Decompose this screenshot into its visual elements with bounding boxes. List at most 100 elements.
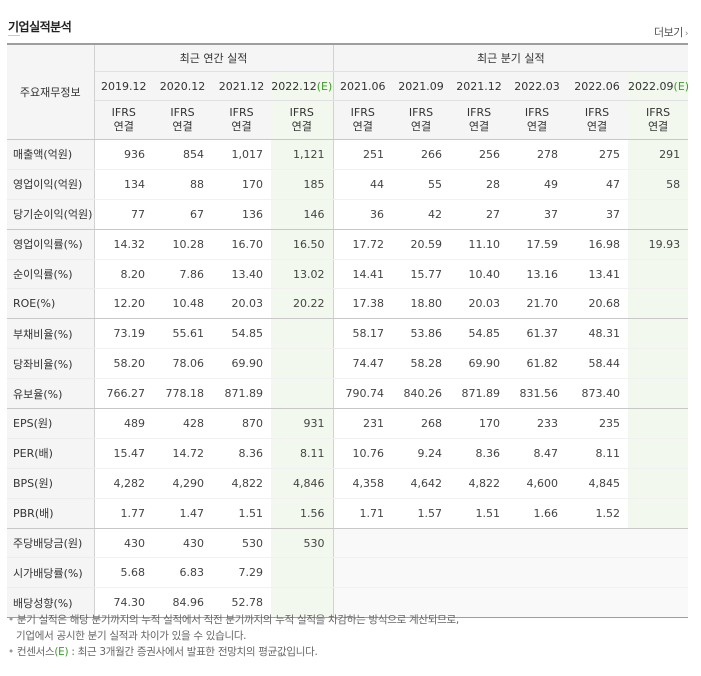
cell-annual: [271, 318, 334, 350]
cell-quarter: [450, 557, 509, 589]
row-label: 주당배당금(원): [7, 528, 95, 559]
cell-quarter: [508, 587, 567, 619]
cell-annual: 185: [271, 169, 334, 200]
cell-quarter: 20.68: [566, 288, 629, 320]
cell-annual: 67: [153, 199, 212, 230]
cell-annual: [271, 378, 334, 410]
table-row: PBR(배) 1.77 1.47 1.51 1.56 1.71 1.57 1.51 1.66 1.…: [7, 498, 689, 529]
cell-annual: 7.29: [212, 557, 271, 589]
table-row: 당기순이익(억원) 77 67 136 146 36 42 27 37 37: [7, 199, 689, 230]
row-label: 시가배당률(%): [7, 557, 95, 589]
footnotes: • 분기 실적은 해당 분기까지의 누적 실적에서 직전 분기까지의 누적 실적을…: [8, 612, 459, 660]
cell-annual: 4,282: [94, 468, 153, 499]
cell-annual: 10.28: [153, 229, 212, 260]
cell-annual: 20.22: [271, 288, 334, 320]
cell-quarter: 275: [566, 139, 629, 170]
period-quarter-2022.09: 2022.09(E): [628, 71, 689, 101]
cell-quarter: [628, 259, 689, 290]
cell-quarter: 36: [333, 199, 393, 230]
table-row: EPS(원) 489 428 870 931 231 268 170 233 235: [7, 408, 689, 439]
table-row: 순이익률(%) 8.20 7.86 13.40 13.02 14.41 15.77 10.40…: [7, 259, 689, 290]
period-annual-2019.12: 2019.12: [94, 71, 153, 101]
cell-quarter: [628, 408, 689, 439]
cell-quarter: 266: [392, 139, 451, 170]
cell-annual: 1.77: [94, 498, 153, 529]
row-label: PER(배): [7, 438, 95, 469]
cell-annual: 4,822: [212, 468, 271, 499]
cell-annual: [271, 348, 334, 380]
cell-quarter: 37: [508, 199, 567, 230]
table-row: 시가배당률(%) 5.68 6.83 7.29: [7, 557, 689, 589]
row-label: BPS(원): [7, 468, 95, 499]
cell-annual: 10.48: [153, 288, 212, 320]
row-label: 당좌비율(%): [7, 348, 95, 380]
table-row: 주당배당금(원) 430 430 530 530: [7, 528, 689, 559]
cell-annual: 428: [153, 408, 212, 439]
cell-quarter: 8.36: [450, 438, 509, 469]
period-quarter-2021.06: 2021.06: [333, 71, 393, 101]
financial-table: 주요재무정보 최근 연간 실적 최근 분기 실적 2019.12 2020.12 2…: [7, 43, 689, 619]
cell-quarter: [628, 498, 689, 529]
row-label: PBR(배): [7, 498, 95, 529]
table-row: BPS(원) 4,282 4,290 4,822 4,846 4,358 4,642 4,82…: [7, 468, 689, 499]
cell-annual: 766.27: [94, 378, 153, 410]
cell-quarter: 170: [450, 408, 509, 439]
row-label: 매출액(억원): [7, 139, 95, 170]
table-row: 매출액(억원) 936 854 1,017 1,121 251 266 256 278 275 29…: [7, 139, 689, 170]
cell-quarter: [628, 378, 689, 410]
cell-annual: 4,846: [271, 468, 334, 499]
more-link[interactable]: 더보기 ›: [654, 24, 689, 40]
annual-header: 최근 연간 실적: [94, 43, 334, 72]
cell-annual: 78.06: [153, 348, 212, 380]
cell-quarter: [628, 557, 689, 589]
cell-quarter: 14.41: [333, 259, 393, 290]
cell-quarter: [508, 557, 567, 589]
ifrs-label: IFRS 연결: [212, 100, 271, 140]
ifrs-label: IFRS 연결: [450, 100, 509, 140]
cell-quarter: 8.11: [566, 438, 629, 469]
row-label: 유보율(%): [7, 378, 95, 410]
cell-quarter: 17.59: [508, 229, 567, 260]
ifrs-label: IFRS 연결: [333, 100, 393, 140]
cell-annual: 871.89: [212, 378, 271, 410]
cell-quarter: 28: [450, 169, 509, 200]
cell-quarter: [628, 318, 689, 350]
cell-annual: 1.51: [212, 498, 271, 529]
cell-quarter: 42: [392, 199, 451, 230]
cell-annual: 8.20: [94, 259, 153, 290]
row-label: 당기순이익(억원): [7, 199, 95, 230]
cell-annual: 88: [153, 169, 212, 200]
period-annual-2020.12: 2020.12: [153, 71, 212, 101]
period-quarter-2022.06: 2022.06: [566, 71, 629, 101]
cell-annual: 8.36: [212, 438, 271, 469]
cell-quarter: 15.77: [392, 259, 451, 290]
table-row: 부채비율(%) 73.19 55.61 54.85 58.17 53.86 54.85 61.…: [7, 318, 689, 350]
cell-quarter: 47: [566, 169, 629, 200]
cell-annual: 4,290: [153, 468, 212, 499]
cell-quarter: [392, 587, 451, 619]
cell-annual: 134: [94, 169, 153, 200]
table-row: 당좌비율(%) 58.20 78.06 69.90 74.47 58.28 69.90 61.…: [7, 348, 689, 380]
table-row: ROE(%) 12.20 10.48 20.03 20.22 17.38 18.80 20.0…: [7, 288, 689, 320]
cell-quarter: 18.80: [392, 288, 451, 320]
cell-annual: 69.90: [212, 348, 271, 380]
cell-quarter: 58.17: [333, 318, 393, 350]
table-row: 영업이익률(%) 14.32 10.28 16.70 16.50 17.72 20.59 11…: [7, 229, 689, 260]
cell-annual: 15.47: [94, 438, 153, 469]
cell-annual: 870: [212, 408, 271, 439]
cell-annual: 170: [212, 169, 271, 200]
cell-quarter: 840.26: [392, 378, 451, 410]
cell-quarter: 1.66: [508, 498, 567, 529]
cell-annual: 1,017: [212, 139, 271, 170]
cell-quarter: 69.90: [450, 348, 509, 380]
row-label: 순이익률(%): [7, 259, 95, 290]
cell-quarter: [628, 468, 689, 499]
cell-annual: 489: [94, 408, 153, 439]
cell-quarter: 1.57: [392, 498, 451, 529]
cell-quarter: 4,822: [450, 468, 509, 499]
ifrs-label: IFRS 연결: [566, 100, 629, 140]
cell-quarter: 37: [566, 199, 629, 230]
cell-quarter: 4,642: [392, 468, 451, 499]
cell-quarter: 1.51: [450, 498, 509, 529]
cell-quarter: 871.89: [450, 378, 509, 410]
